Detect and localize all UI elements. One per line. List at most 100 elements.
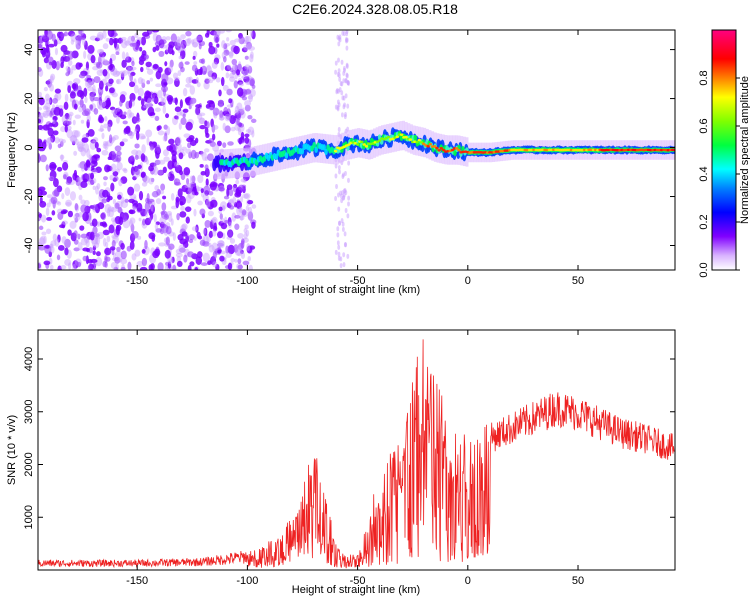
noise-blob: [227, 230, 233, 238]
noise-blob: [76, 261, 82, 268]
noise-blob: [175, 198, 180, 209]
noise-blob: [129, 66, 137, 71]
noise-blob: [217, 101, 225, 107]
noise-blob: [76, 89, 84, 98]
noise-blob: [124, 40, 131, 46]
noise-streak-blob: [344, 93, 348, 99]
noise-blob: [59, 224, 65, 229]
noise-blob: [238, 206, 243, 213]
noise-streak-blob: [340, 59, 344, 65]
noise-blob: [60, 44, 68, 53]
noise-blob: [71, 83, 77, 90]
snr-frame: [37, 329, 676, 571]
noise-blob: [63, 101, 69, 111]
noise-blob: [111, 108, 118, 115]
noise-blob: [83, 87, 88, 97]
noise-blob: [73, 150, 78, 156]
noise-blob: [105, 85, 109, 92]
noise-blob: [210, 199, 218, 208]
noise-blob: [83, 143, 90, 153]
noise-blob: [72, 140, 76, 146]
noise-blob: [229, 238, 236, 244]
noise-blob: [96, 231, 105, 240]
noise-blob: [38, 263, 42, 269]
noise-blob: [236, 116, 240, 126]
spectrogram-x-tick-label: 50: [572, 275, 584, 287]
noise-blob: [46, 30, 53, 40]
noise-blob: [206, 153, 214, 162]
noise-blob: [191, 226, 198, 232]
noise-blob: [132, 42, 140, 52]
noise-blob: [89, 104, 93, 111]
noise-blob: [190, 149, 197, 160]
noise-blob: [204, 77, 212, 82]
noise-blob: [108, 87, 115, 94]
noise-blob: [44, 102, 51, 110]
ridge-peak: [437, 148, 441, 152]
noise-blob: [158, 159, 166, 165]
noise-blob: [103, 176, 108, 181]
noise-blob: [189, 85, 196, 95]
noise-streak-blob: [345, 38, 348, 44]
noise-blob: [234, 38, 241, 43]
noise-blob: [127, 65, 131, 75]
noise-blob: [125, 56, 132, 63]
noise-blob: [87, 264, 91, 270]
noise-streak-blob: [335, 183, 338, 189]
noise-blob: [84, 199, 90, 206]
noise-blob: [113, 38, 117, 49]
noise-blob: [67, 85, 72, 94]
noise-blob: [193, 208, 197, 217]
noise-blob: [188, 238, 194, 244]
noise-blob: [230, 126, 236, 132]
noise-blob: [80, 119, 85, 124]
noise-blob: [102, 237, 107, 247]
noise-blob: [172, 264, 177, 270]
noise-blob: [166, 125, 171, 136]
noise-blob: [195, 76, 200, 84]
noise-blob: [121, 59, 127, 68]
noise-blob: [58, 138, 64, 143]
noise-streak-blob: [340, 90, 344, 96]
noise-blob: [179, 169, 183, 176]
noise-streak-blob: [343, 188, 347, 194]
noise-blob: [155, 198, 162, 205]
noise-blob: [220, 61, 225, 71]
noise-blob: [119, 99, 123, 107]
noise-blob: [106, 165, 113, 172]
noise-blob: [185, 234, 190, 243]
noise-blob: [144, 201, 150, 212]
noise-blob: [49, 264, 54, 270]
noise-blob: [138, 133, 146, 140]
noise-blob: [198, 43, 202, 50]
noise-blob: [86, 77, 93, 83]
noise-blob: [168, 243, 175, 250]
noise-blob: [217, 249, 222, 254]
noise-blob: [60, 210, 67, 215]
noise-blob: [62, 161, 69, 171]
noise-blob: [49, 243, 54, 249]
ridge-peak: [415, 140, 419, 144]
noise-streak-blob: [347, 177, 350, 183]
noise-blob: [186, 178, 190, 185]
noise-blob: [181, 231, 188, 237]
noise-streak-blob: [336, 226, 340, 232]
noise-streak-blob: [336, 99, 340, 105]
noise-blob: [231, 212, 237, 222]
noise-blob: [208, 230, 213, 239]
noise-streak-blob: [342, 65, 346, 71]
noise-blob: [89, 231, 95, 241]
noise-blob: [49, 97, 53, 105]
noise-blob: [137, 96, 142, 101]
noise-blob: [92, 226, 98, 235]
noise-blob: [141, 104, 147, 111]
noise-blob: [42, 141, 47, 150]
noise-blob: [86, 166, 92, 171]
ridge-peak: [426, 144, 430, 148]
noise-blob: [158, 242, 166, 247]
noise-blob: [49, 161, 57, 172]
noise-blob: [249, 88, 256, 97]
noise-blob: [158, 50, 165, 58]
noise-blob: [111, 234, 119, 239]
noise-blob: [245, 41, 253, 50]
